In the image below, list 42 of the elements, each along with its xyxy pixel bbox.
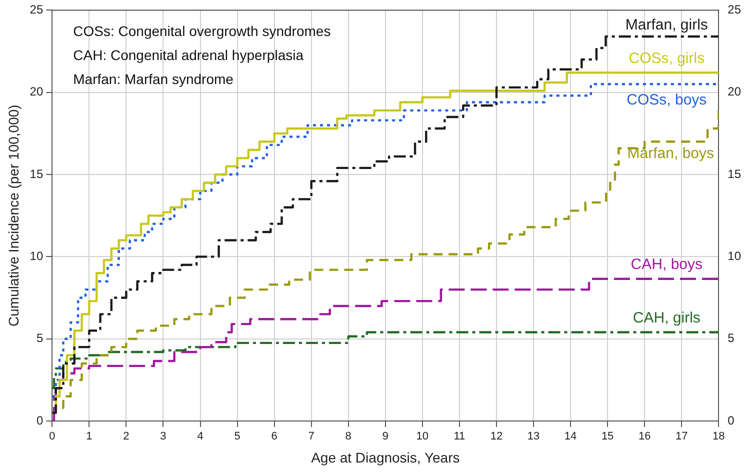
series-label: COSs, boys xyxy=(626,91,707,108)
x-tick-label: 18 xyxy=(712,430,725,443)
x-tick-label: 1 xyxy=(86,430,92,443)
x-axis-title: Age at Diagnosis, Years xyxy=(311,449,460,466)
x-tick-label: 13 xyxy=(527,430,540,443)
x-tick-label: 3 xyxy=(160,430,166,443)
x-tick-label: 7 xyxy=(308,430,314,443)
y-tick-label: 25 xyxy=(30,2,44,17)
y-axis-title: Cumulative Incidence (per 100,000) xyxy=(5,104,22,326)
x-tick-label: 14 xyxy=(564,430,577,443)
series-label: Marfan, girls xyxy=(625,16,708,34)
annotation: COSs: Congenital overgrowth syndromes xyxy=(73,23,331,40)
x-tick-label: 15 xyxy=(601,430,614,443)
y2-tick-label: 25 xyxy=(728,2,742,17)
y2-tick-label: 15 xyxy=(728,166,742,181)
annotation: Marfan: Marfan syndrome xyxy=(73,71,234,88)
y-tick-label: 15 xyxy=(30,166,44,181)
y2-tick-label: 5 xyxy=(728,331,735,346)
series-label: Marfan, boys xyxy=(627,145,714,162)
series-label: COSs, girls xyxy=(628,50,705,67)
x-tick-label: 0 xyxy=(49,430,56,443)
y2-tick-label: 0 xyxy=(728,413,735,428)
y2-tick-label: 10 xyxy=(728,248,742,263)
x-tick-label: 9 xyxy=(382,430,388,443)
x-tick-label: 5 xyxy=(234,430,240,443)
x-tick-label: 16 xyxy=(638,430,651,443)
y-tick-label: 0 xyxy=(36,413,44,428)
x-tick-label: 17 xyxy=(676,430,688,443)
x-tick-label: 10 xyxy=(416,430,429,443)
y-tick-label: 10 xyxy=(30,248,44,263)
annotation: CAH: Congenital adrenal hyperplasia xyxy=(73,47,304,64)
x-tick-label: 2 xyxy=(123,430,130,443)
series-label: CAH, girls xyxy=(632,309,700,326)
y-tick-label: 20 xyxy=(30,84,44,99)
y2-tick-label: 20 xyxy=(728,84,742,99)
x-tick-label: 12 xyxy=(490,430,503,443)
x-tick-label: 8 xyxy=(345,430,352,443)
x-tick-label: 4 xyxy=(197,430,204,443)
x-tick-label: 6 xyxy=(271,430,278,443)
y-tick-label: 5 xyxy=(36,331,44,346)
series-label: CAH, boys xyxy=(630,256,703,274)
x-tick-label: 11 xyxy=(454,430,466,443)
